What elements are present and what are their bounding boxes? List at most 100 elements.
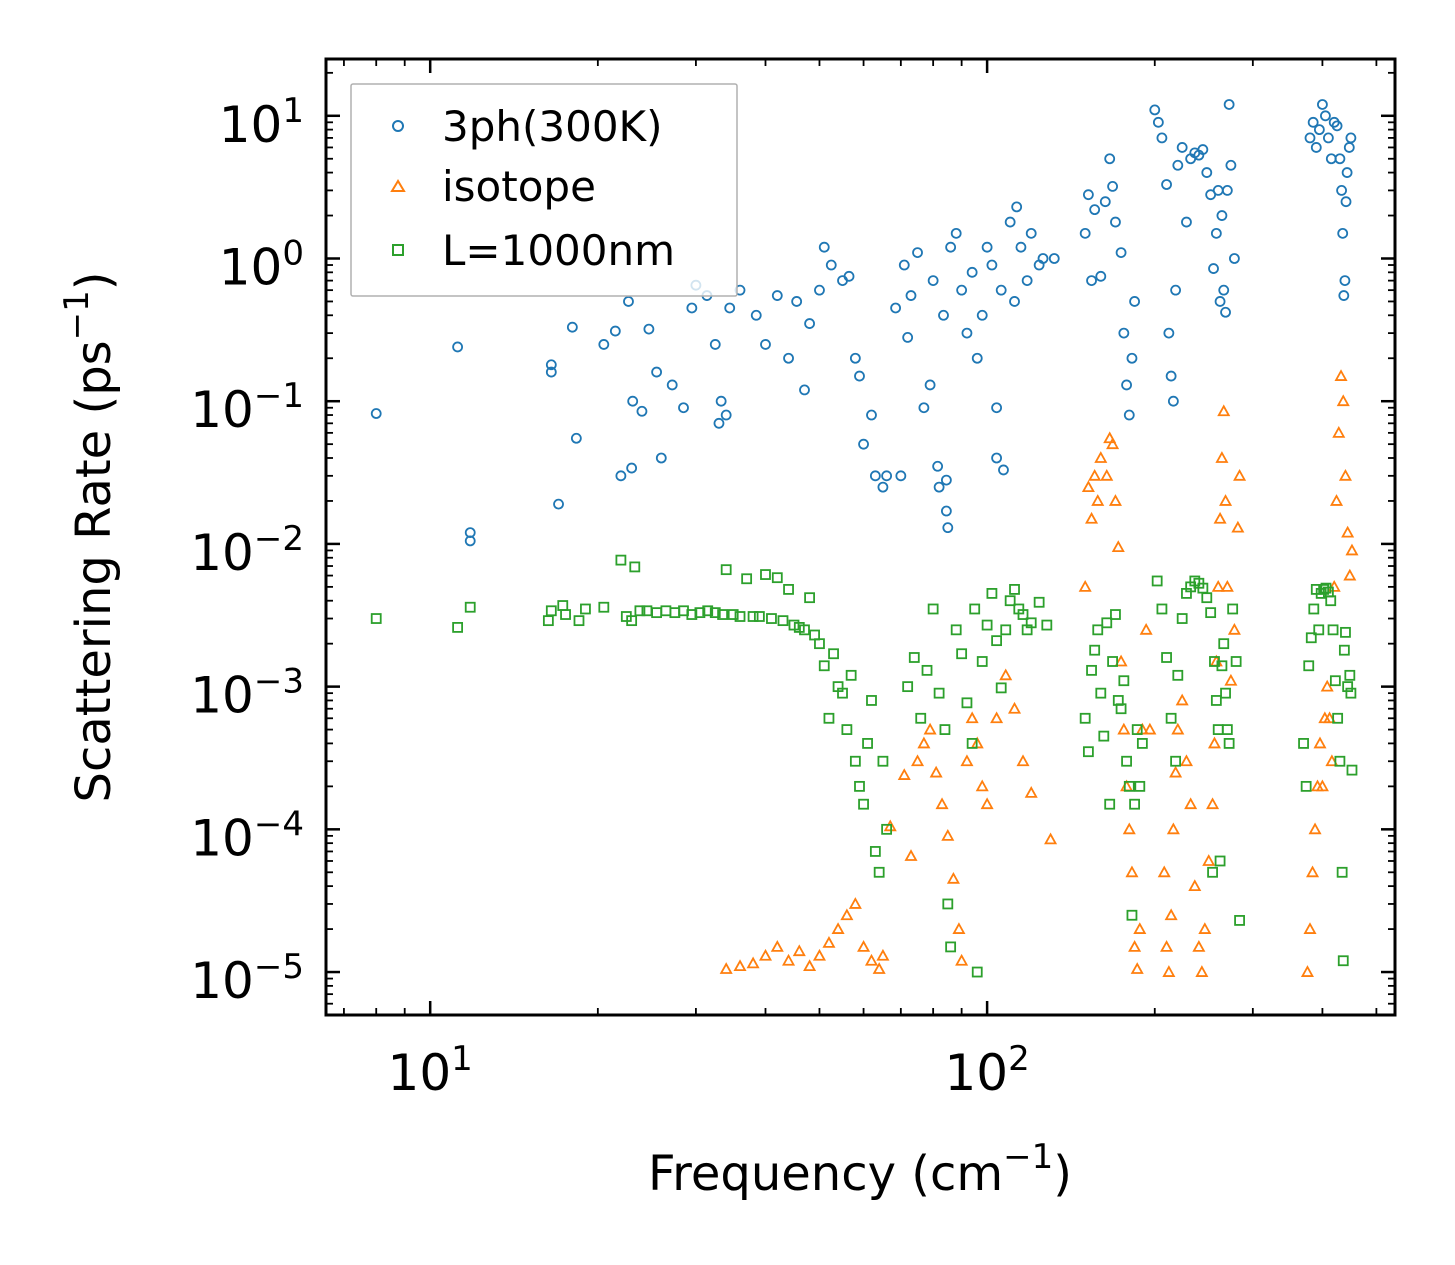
data-point [758, 948, 773, 961]
y-axis-title: Scattering Rate (ps−1) [57, 271, 122, 802]
data-point [1198, 922, 1212, 934]
data-point [719, 962, 733, 974]
data-point [843, 270, 855, 282]
data-point [1344, 669, 1356, 681]
data-point [1202, 854, 1216, 866]
data-point [1101, 617, 1113, 629]
data-point [1227, 622, 1241, 635]
data-point [1134, 780, 1146, 792]
data-point [1033, 596, 1045, 608]
data-point [1345, 687, 1357, 699]
data-point [881, 470, 893, 482]
data-point [1125, 865, 1139, 878]
data-point [1007, 701, 1022, 714]
data-point [782, 953, 796, 966]
data-point [1332, 712, 1344, 724]
data-point [1327, 624, 1339, 636]
data-point [897, 768, 911, 780]
data-point [1338, 468, 1352, 481]
data-point [975, 779, 989, 792]
data-point [1092, 624, 1104, 636]
data-point [1317, 99, 1328, 110]
data-points [370, 99, 1359, 978]
data-point [939, 724, 951, 735]
data-point [727, 609, 739, 620]
data-point [1207, 736, 1222, 749]
data-point [890, 302, 902, 314]
data-point [715, 395, 727, 407]
legend-label-isotope: isotope [442, 162, 596, 211]
data-point [866, 409, 877, 421]
data-point [986, 259, 998, 271]
data-point [1167, 395, 1179, 407]
data-point [1233, 468, 1247, 481]
data-point [1009, 296, 1020, 307]
data-point [1214, 296, 1226, 307]
y-tick-label: 10−2 [190, 519, 304, 582]
data-point [854, 370, 865, 382]
legend-label-3ph: 3ph(300K) [442, 102, 662, 151]
data-point [803, 959, 817, 972]
data-point [1166, 822, 1180, 835]
data-point [1133, 922, 1147, 934]
data-point [1336, 394, 1350, 407]
legend: 3ph(300K) isotope L=1000nm [350, 83, 738, 297]
data-point [945, 241, 957, 253]
data-point [1126, 909, 1138, 921]
data-point [1099, 196, 1111, 208]
data-point [918, 402, 930, 414]
data-point [686, 609, 698, 620]
data-point [981, 619, 993, 631]
data-point [1227, 603, 1239, 615]
data-point [1315, 779, 1329, 792]
data-point [1082, 746, 1094, 758]
data-point [760, 569, 771, 580]
data-point [945, 941, 957, 953]
data-point [1216, 210, 1228, 221]
data-point [1218, 284, 1230, 296]
data-point [792, 944, 806, 957]
data-point [837, 687, 848, 699]
data-point [1172, 159, 1184, 171]
data-point [615, 554, 627, 566]
data-point [1104, 798, 1116, 810]
data-point [950, 227, 962, 239]
data-point [976, 309, 988, 321]
data-point [666, 379, 678, 391]
data-point [864, 953, 879, 966]
data-point [799, 384, 810, 396]
data-point [1122, 822, 1136, 835]
data-point [1215, 451, 1229, 463]
data-point [545, 366, 557, 378]
data-point [1106, 437, 1120, 450]
data-point [822, 936, 836, 948]
data-point [956, 648, 968, 660]
data-point [1095, 687, 1107, 699]
data-point [1234, 915, 1245, 926]
data-point [598, 339, 610, 350]
data-point [1123, 780, 1135, 792]
data-point [1334, 755, 1346, 767]
data-point [1164, 908, 1178, 921]
data-point [634, 605, 646, 617]
data-point [1195, 965, 1209, 977]
data-point [1210, 227, 1222, 239]
data-point [869, 470, 881, 482]
data-point [1223, 738, 1235, 749]
y-tick-label: 10−3 [190, 662, 304, 725]
data-point [1306, 865, 1320, 878]
data-point [1221, 185, 1233, 196]
data-point [1337, 227, 1349, 239]
data-point [771, 572, 783, 584]
data-point [713, 417, 725, 429]
data-point [626, 615, 638, 627]
data-point [908, 652, 920, 663]
data-point [941, 829, 955, 841]
data-point [1308, 822, 1322, 835]
data-point [814, 284, 825, 296]
data-point [452, 622, 464, 633]
data-point [1121, 379, 1132, 391]
data-point [857, 940, 871, 952]
data-point [849, 755, 861, 767]
data-point [1339, 275, 1351, 287]
